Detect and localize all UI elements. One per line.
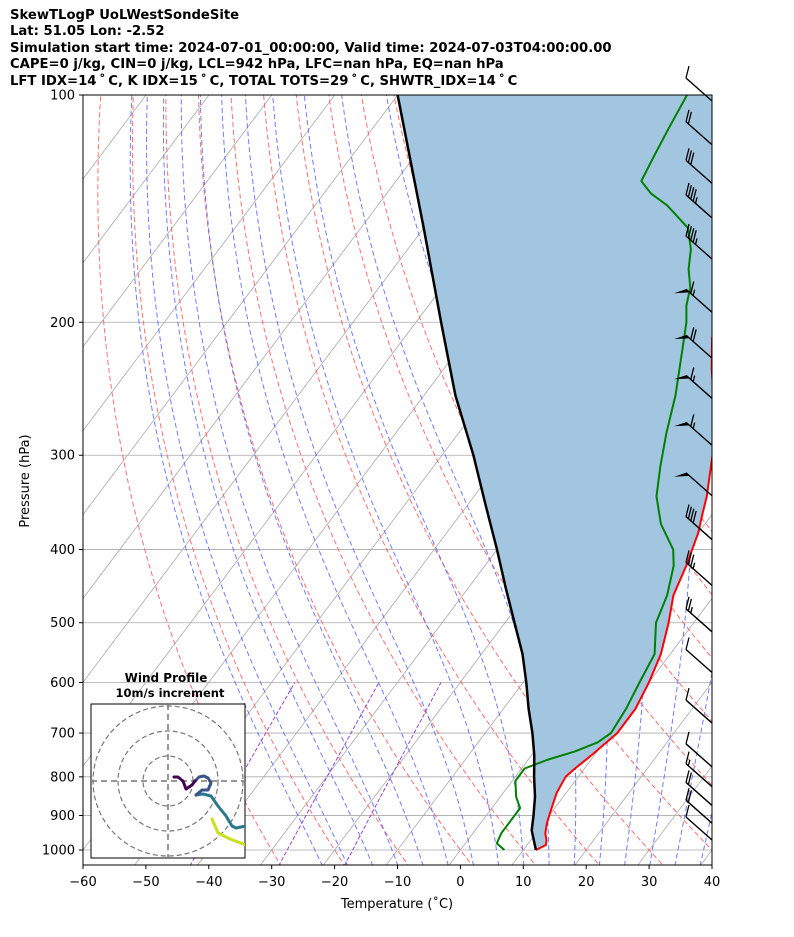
moist-adiabat-line (162, 95, 374, 865)
hodograph-trace (193, 774, 213, 797)
moist-adiabat-line (145, 95, 348, 865)
hodograph-ring (117, 730, 219, 832)
chart-title: SkewTLogP UoLWestSondeSite (10, 8, 240, 23)
dry-adiabat-line (744, 78, 794, 881)
moist-adiabat-line (272, 95, 500, 865)
x-tick-label: 20 (578, 875, 595, 890)
hodograph-trace (210, 817, 245, 847)
wind-barb (674, 472, 713, 497)
wind-barb (674, 367, 713, 399)
y-tick-label: 100 (50, 89, 75, 104)
dry-adiabat-line (165, 95, 409, 865)
wind-barb (685, 751, 713, 788)
wind-barb (674, 327, 713, 359)
wind-barb (685, 804, 713, 841)
dry-adiabat-line (131, 95, 345, 865)
wind-barb (685, 223, 713, 260)
x-tick-label: −20 (321, 875, 348, 890)
moist-adiabat-line (129, 95, 323, 865)
y-tick-label: 900 (50, 809, 75, 824)
isotherm-line (83, 95, 210, 264)
x-tick-label: −60 (69, 875, 96, 890)
x-tick-label: 30 (641, 875, 658, 890)
wind-barb (685, 182, 713, 219)
y-tick-label: 600 (50, 676, 75, 691)
isotherm-line (751, 60, 794, 881)
wind-barb (685, 504, 713, 541)
moist-adiabat-line (303, 95, 525, 865)
moist-adiabat-line (244, 95, 474, 865)
x-tick-label: 40 (704, 875, 721, 890)
y-tick-label: 500 (50, 616, 75, 631)
isotherm-line (83, 95, 399, 516)
moist-adiabat-line (199, 95, 424, 865)
wind-barb (685, 731, 713, 768)
dry-adiabat-line (295, 95, 664, 865)
isotherm-line (574, 681, 712, 865)
moist-adiabat-line (180, 95, 399, 865)
wind-profile-hodograph: Wind Profile 10m/s increment (90, 671, 246, 859)
dry-adiabat-line (263, 95, 600, 865)
moist-adiabat-line (699, 809, 712, 865)
dry-adiabat-line (776, 78, 794, 881)
wind-barb (685, 65, 713, 102)
x-tick-label: −40 (195, 875, 222, 890)
cape-cin-shading (397, 95, 712, 850)
x-tick-label: −10 (384, 875, 411, 890)
location-label: Lat: 51.05 Lon: -2.52 (10, 24, 165, 40)
moist-adiabat-line (221, 95, 449, 865)
wind-barb (685, 109, 713, 146)
hodograph-subtitle: 10m/s increment (116, 686, 225, 700)
dry-adiabat-line (712, 78, 794, 881)
x-axis-label: Temperature (˚C) (340, 896, 453, 912)
y-axis-label: Pressure (hPa) (18, 434, 33, 527)
y-tick-label: 400 (50, 543, 75, 558)
chart-header: SkewTLogP UoLWestSondeSite Lat: 51.05 Lo… (10, 8, 612, 90)
isotherm-line (83, 95, 462, 600)
wind-barb (685, 788, 713, 824)
hodograph-trace (172, 775, 197, 791)
moist-adiabat-line (725, 95, 794, 866)
parcel-line (396, 95, 538, 851)
mixing-ratio-line (278, 682, 380, 865)
moist-adiabat-line (341, 95, 550, 865)
x-tick-label: −50 (132, 875, 159, 890)
wind-barb (674, 414, 713, 446)
y-tick-label: 800 (50, 770, 75, 785)
x-tick-label: 0 (456, 875, 464, 890)
time-label: Simulation start time: 2024-07-01_00:00:… (10, 40, 612, 56)
y-tick-label: 300 (50, 449, 75, 464)
y-tick-label: 200 (50, 316, 75, 331)
wind-barb (685, 687, 713, 724)
y-tick-label: 700 (50, 727, 75, 742)
y-tick-label: 1000 (42, 844, 75, 859)
wind-barb (685, 596, 713, 633)
stability-indices-1: CAPE=0 j/kg, CIN=0 j/kg, LCL=942 hPa, LF… (10, 57, 504, 73)
wind-barb (685, 637, 713, 674)
x-tick-label: 10 (515, 875, 532, 890)
temperature-line (535, 332, 712, 851)
isotherm-line (83, 95, 336, 432)
mixing-ratio-line (344, 682, 442, 865)
wind-barb (685, 550, 713, 586)
hodograph-title: Wind Profile (125, 671, 208, 685)
hodograph-trace (194, 792, 245, 830)
wind-barb (674, 281, 713, 313)
x-tick-label: −30 (258, 875, 285, 890)
dry-adiabat-line (97, 95, 282, 865)
wind-barb (685, 770, 713, 806)
isotherm-line (83, 95, 273, 348)
dry-adiabat-line (197, 95, 473, 865)
stability-indices-2: LFT IDX=14 ˚ C, K IDX=15 ˚ C, TOTAL TOTS… (10, 73, 518, 89)
wind-barb (685, 148, 713, 184)
